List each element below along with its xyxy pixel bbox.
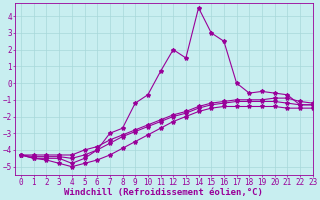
X-axis label: Windchill (Refroidissement éolien,°C): Windchill (Refroidissement éolien,°C) <box>64 188 263 197</box>
